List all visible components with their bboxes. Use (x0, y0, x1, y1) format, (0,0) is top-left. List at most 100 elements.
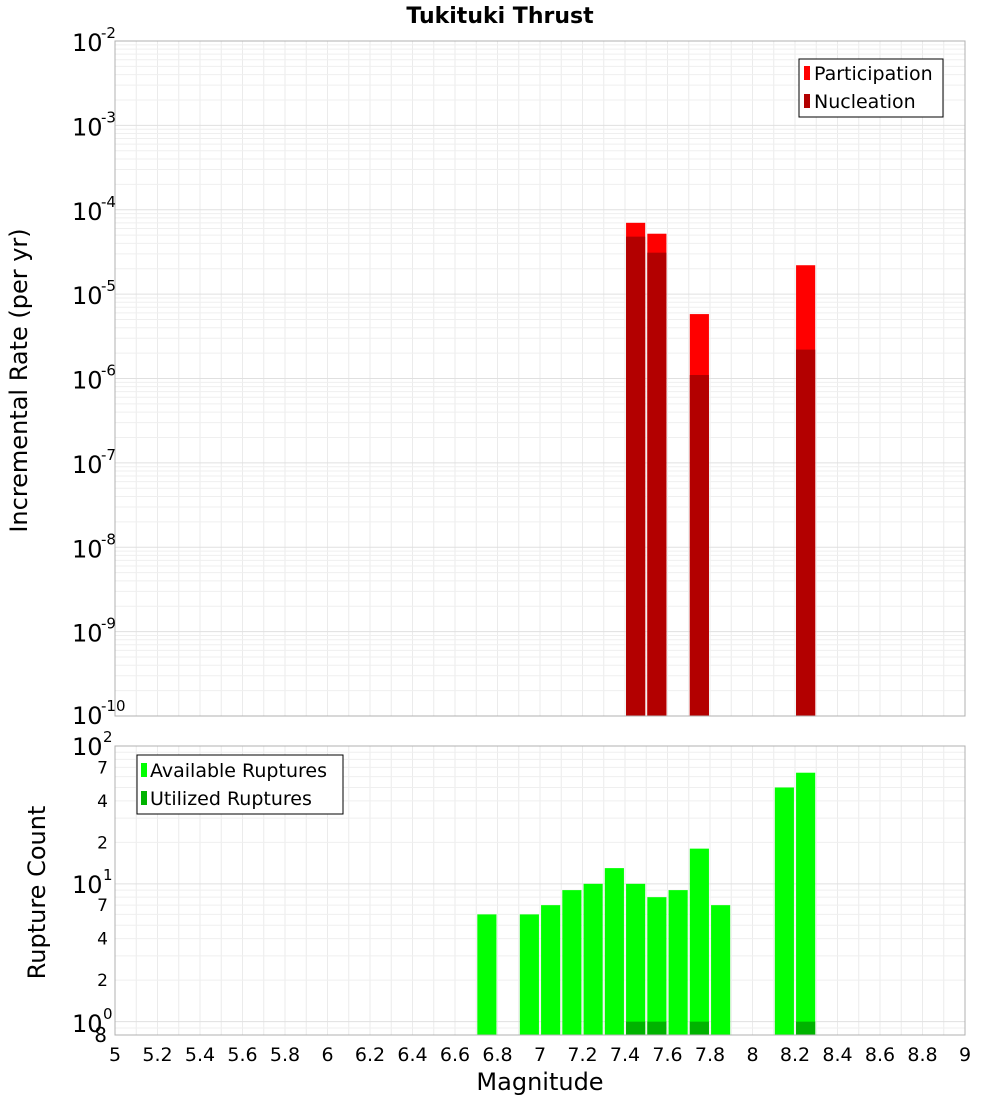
bottom-y-minor-tick-label: 2 (97, 971, 108, 991)
available-ruptures-bar (626, 883, 646, 1035)
x-tick-label: 7.6 (652, 1044, 682, 1066)
utilized-ruptures-bar (796, 1021, 816, 1035)
top-y-tick-exponent: -4 (101, 193, 116, 211)
top-y-tick-exponent: -6 (101, 362, 116, 380)
available-ruptures-bar (583, 883, 603, 1035)
x-tick-label: 8 (746, 1044, 758, 1066)
bottom-y-minor-tick-label: 8 (94, 1023, 107, 1047)
top-y-tick-label: 10-8 (72, 530, 116, 563)
bottom-y-tick-base: 10 (72, 871, 103, 899)
bottom-plot-border (114, 745, 966, 1036)
top-y-tick-label: 10-5 (72, 277, 116, 310)
bottom-legend: Available Ruptures Utilized Ruptures (136, 754, 344, 815)
top-y-tick-label: 10-3 (72, 108, 116, 141)
x-tick-label: 7.4 (610, 1044, 640, 1066)
bottom-y-minor-tick-label: 7 (97, 758, 108, 778)
bottom-legend-swatch (141, 763, 147, 777)
top-y-tick-base: 10 (72, 620, 103, 648)
top-legend-label: Participation (814, 63, 933, 85)
top-y-tick-exponent: -8 (101, 530, 116, 548)
top-y-tick-label: 10-7 (72, 446, 116, 479)
bottom-legend-label: Available Ruptures (150, 760, 327, 782)
available-ruptures-bar (519, 914, 539, 1035)
bottom-y-tick-exponent: 0 (103, 1005, 113, 1023)
bottom-legend-swatch (141, 791, 147, 805)
utilized-ruptures-bar (689, 1021, 709, 1035)
available-ruptures-bar (774, 787, 794, 1035)
nucleation-bar (647, 252, 667, 716)
x-tick-label: 8.4 (822, 1044, 852, 1066)
top-y-tick-exponent: -3 (101, 108, 116, 126)
x-tick-label: 6.4 (397, 1044, 427, 1066)
top-y-tick-base: 10 (72, 367, 103, 395)
x-tick-label: 7.8 (695, 1044, 725, 1066)
top-y-tick-exponent: -10 (101, 697, 126, 715)
available-ruptures-bar (604, 868, 624, 1035)
top-y-tick-base: 10 (72, 282, 103, 310)
top-y-tick-base: 10 (72, 451, 103, 479)
available-ruptures-bar (689, 848, 709, 1035)
x-tick-label: 6.2 (355, 1044, 385, 1066)
top-y-tick-base: 10 (72, 535, 103, 563)
bottom-y-minor-tick-label: 2 (97, 833, 108, 853)
top-legend-box (798, 58, 944, 118)
top-y-tick-base: 10 (72, 29, 103, 57)
x-tick-label: 6 (321, 1044, 333, 1066)
utilized-ruptures-bar (626, 1021, 646, 1035)
top-y-tick-label: 10-4 (72, 193, 116, 226)
x-tick-label: 5.6 (227, 1044, 257, 1066)
x-tick-label: 7.2 (567, 1044, 597, 1066)
x-tick-label: 5.4 (185, 1044, 215, 1066)
x-tick-label: 8.2 (780, 1044, 810, 1066)
x-tick-label: 5 (109, 1044, 121, 1066)
top-grid (114, 40, 966, 717)
top-y-tick-label: 10-6 (72, 362, 116, 395)
bottom-y-minor-tick-label: 4 (97, 792, 108, 812)
top-plot-border (114, 40, 966, 717)
available-ruptures-bar (477, 914, 497, 1035)
x-tick-label: 6.6 (440, 1044, 470, 1066)
bottom-y-minor-tick-label: 7 (97, 896, 108, 916)
nucleation-bar (626, 236, 646, 716)
x-tick-label: 7 (534, 1044, 546, 1066)
utilized-ruptures-bar (647, 1021, 667, 1035)
available-ruptures-bar (647, 897, 667, 1035)
chart-title: Tukituki Thrust (406, 4, 594, 29)
bottom-y-tick-base: 10 (72, 1010, 103, 1038)
available-ruptures-bar (796, 772, 816, 1035)
bottom-y-major-tick: 10 1 (72, 866, 113, 899)
bottom-y-tick-base: 10 (72, 733, 103, 761)
x-tick-label: 5.2 (142, 1044, 172, 1066)
top-y-tick-exponent: -9 (101, 615, 116, 633)
x-tick-label: 8.8 (907, 1044, 937, 1066)
x-tick-label: 6.8 (482, 1044, 512, 1066)
bottom-legend-box (136, 754, 344, 815)
available-ruptures-bar-group (477, 772, 816, 1035)
top-y-tick-base: 10 (72, 113, 103, 141)
bottom-y-major-tick: 10 0 (72, 1005, 113, 1038)
nucleation-bar-group (626, 236, 816, 716)
top-y-tick-label: 10-10 (72, 697, 126, 730)
available-ruptures-bar (541, 905, 561, 1035)
top-y-tick-exponent: -2 (101, 24, 116, 42)
top-legend: Participation Nucleation (798, 58, 944, 118)
top-y-tick-base: 10 (72, 198, 103, 226)
nucleation-bar (796, 349, 816, 716)
x-tick-label: 9 (959, 1044, 971, 1066)
top-y-tick-exponent: -5 (101, 277, 116, 295)
bottom-y-tick-exponent: 2 (103, 728, 113, 746)
top-legend-swatch (804, 94, 810, 108)
top-legend-swatch (804, 66, 810, 80)
nucleation-bar (689, 375, 709, 716)
top-legend-label: Nucleation (814, 91, 916, 113)
bottom-y-major-tick: 10 2 (72, 728, 113, 761)
top-y-tick-label: 10-9 (72, 615, 116, 648)
bottom-y-axis-label: Rupture Count (23, 806, 51, 980)
x-tick-label: 5.8 (270, 1044, 300, 1066)
bottom-y-minor-tick-label: 4 (97, 930, 108, 950)
bottom-y-tick-exponent: 1 (103, 866, 113, 884)
utilized-ruptures-bar-group (626, 1021, 816, 1035)
bottom-legend-label: Utilized Ruptures (150, 788, 312, 810)
